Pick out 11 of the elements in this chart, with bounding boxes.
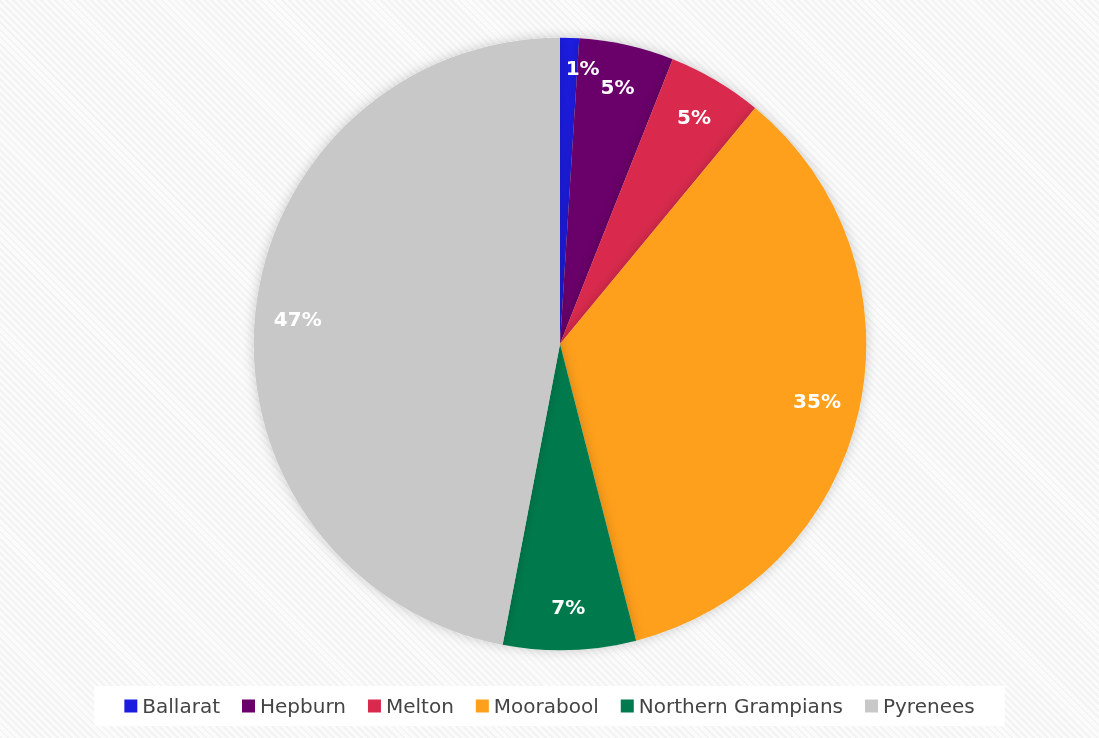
legend-label: Melton — [385, 694, 454, 718]
legend-label: Ballarat — [142, 694, 221, 718]
data-label: 5% — [677, 105, 712, 130]
data-label: 35% — [793, 389, 841, 414]
legend-label: Northern Grampians — [638, 694, 843, 718]
data-label: 7% — [551, 595, 586, 620]
data-label: 1% — [565, 56, 600, 81]
data-label: 5% — [600, 74, 635, 99]
legend-label: Hepburn — [260, 694, 346, 718]
legend-label: Moorabool — [493, 694, 599, 718]
legend-label: Pyrenees — [882, 694, 975, 718]
